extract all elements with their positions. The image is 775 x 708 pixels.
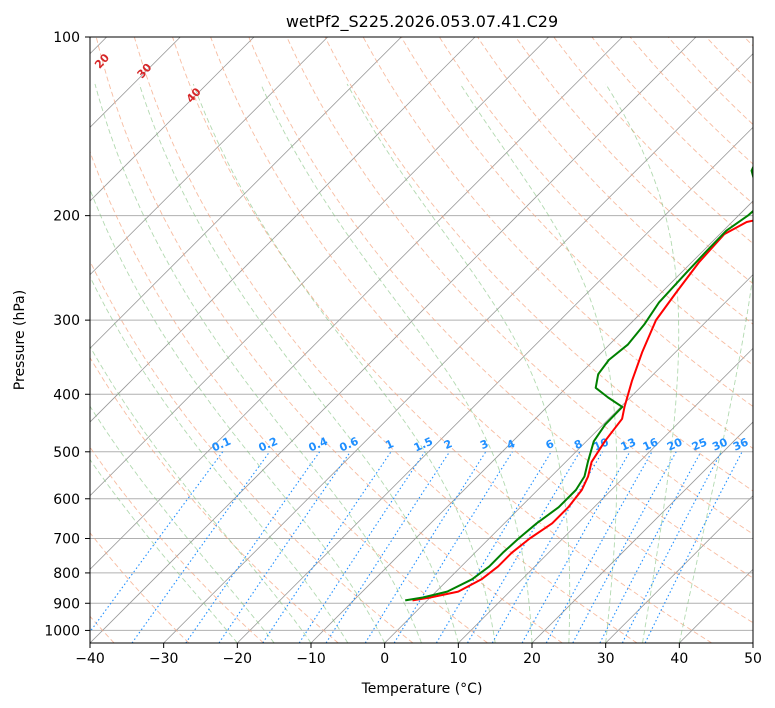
isotherm-line bbox=[237, 126, 753, 643]
mixing-ratio-line bbox=[521, 451, 631, 643]
background-lines bbox=[90, 37, 753, 643]
x-tick-label: 0 bbox=[380, 651, 389, 667]
mixing-ratio-line bbox=[131, 451, 271, 643]
isotherm-line bbox=[90, 37, 255, 202]
x-tick-label: −40 bbox=[75, 651, 105, 667]
y-axis-label: Pressure (hPa) bbox=[12, 290, 28, 390]
x-tick-label: −30 bbox=[149, 651, 179, 667]
temperature-line bbox=[412, 219, 753, 602]
x-axis-label: Temperature (°C) bbox=[361, 681, 483, 697]
y-tick-label: 300 bbox=[53, 313, 80, 329]
dry-adiabat-line bbox=[324, 37, 753, 492]
isotherm-line bbox=[605, 495, 753, 643]
x-tick-label: −10 bbox=[296, 651, 326, 667]
mixing-ratio-line bbox=[364, 451, 487, 643]
x-tick-label: 30 bbox=[597, 651, 615, 667]
mixing-ratio-line bbox=[90, 451, 224, 633]
isotherm-line bbox=[90, 37, 402, 349]
plot-frame bbox=[89, 36, 754, 644]
isotherm-line bbox=[90, 37, 623, 570]
isotherm-line bbox=[90, 37, 549, 497]
moist-adiabat-line bbox=[90, 275, 349, 643]
y-tick-label: 700 bbox=[53, 532, 80, 548]
y-tick-label: 100 bbox=[53, 30, 80, 46]
plot-area: -100-90-80-70-60-50-40-30-20-10010203040… bbox=[90, 37, 753, 643]
mixing-ratio-label: 16 bbox=[641, 435, 661, 453]
dry-adiabat-line bbox=[400, 37, 753, 408]
y-tick-label: 800 bbox=[53, 566, 80, 582]
x-tick-label: 10 bbox=[449, 651, 467, 667]
dry-adiabat-line bbox=[172, 37, 712, 643]
dry-adiabat-line bbox=[286, 37, 753, 535]
moist-adiabat-line bbox=[605, 83, 680, 643]
isotherm-line bbox=[384, 274, 753, 643]
mixing-ratio-line bbox=[218, 451, 351, 643]
mixing-ratio-line bbox=[644, 451, 743, 643]
isotherm-line bbox=[458, 347, 753, 643]
isotherm-line bbox=[163, 53, 753, 643]
moist-adiabat-line bbox=[678, 271, 753, 643]
moist-adiabat-line bbox=[138, 83, 459, 643]
dry-adiabat-line bbox=[210, 37, 753, 624]
y-tick-label: 600 bbox=[53, 492, 80, 508]
dry-adiabat-line bbox=[248, 37, 753, 579]
moist-adiabat-line bbox=[90, 405, 275, 643]
mixing-ratio-line bbox=[435, 451, 552, 643]
mixing-ratio-line bbox=[545, 451, 653, 643]
dry-adiabat-line bbox=[133, 37, 638, 643]
moist-adiabat-line bbox=[90, 345, 312, 643]
moist-adiabat-line bbox=[94, 83, 422, 643]
x-tick-label: 20 bbox=[523, 651, 541, 667]
isotherm-line bbox=[90, 37, 476, 423]
dry-adiabat-line bbox=[439, 37, 753, 366]
x-tick-label: −20 bbox=[223, 651, 253, 667]
mixing-ratio-line bbox=[599, 451, 702, 643]
y-axis: 100 200 300 400 500 600 700 800 900 1000 bbox=[44, 30, 90, 639]
y-tick-label: 400 bbox=[53, 387, 80, 403]
moist-adiabat-line bbox=[459, 83, 618, 643]
y-tick-label: 200 bbox=[53, 209, 80, 225]
dry-adiabat-line bbox=[553, 37, 753, 245]
mixing-ratio-label: 13 bbox=[619, 436, 638, 454]
x-tick-label: 40 bbox=[670, 651, 688, 667]
mixing-ratio-label: 30 bbox=[710, 435, 730, 453]
mixing-ratio-line bbox=[298, 451, 426, 643]
sounding-profiles bbox=[405, 165, 753, 602]
dry-adiabat-line bbox=[90, 260, 414, 643]
moist-adiabat-line bbox=[90, 458, 238, 643]
x-tick-label: 50 bbox=[744, 651, 762, 667]
mixing-ratio-label: 36 bbox=[731, 435, 751, 453]
dry-adiabat-line bbox=[90, 532, 190, 643]
moist-adiabat-line bbox=[192, 83, 496, 643]
mixing-ratio-line bbox=[572, 451, 677, 643]
x-axis: −40 −30 −20 −10 0 10 20 30 40 50 bbox=[75, 643, 762, 667]
mixing-ratio-label: 20 bbox=[665, 435, 685, 453]
moist-adiabat-line bbox=[260, 83, 533, 643]
y-tick-label: 900 bbox=[53, 596, 80, 612]
y-tick-label: 500 bbox=[53, 445, 80, 461]
mixing-ratio-label: 25 bbox=[690, 436, 709, 454]
mixing-ratio-line bbox=[185, 451, 321, 643]
dry-adiabat-line bbox=[362, 37, 753, 449]
isotherm-line bbox=[90, 37, 328, 276]
dewpoint-line bbox=[405, 165, 753, 602]
mixing-ratio-line bbox=[325, 451, 451, 643]
dry-adiabat-line bbox=[629, 37, 753, 165]
chart-title: wetPf2_S225.2026.053.07.41.C29 bbox=[286, 12, 558, 32]
mixing-ratio-line bbox=[262, 451, 392, 643]
y-tick-label: 1000 bbox=[44, 623, 80, 639]
moist-adiabat-line bbox=[346, 83, 571, 643]
isotherm-line bbox=[531, 421, 753, 643]
